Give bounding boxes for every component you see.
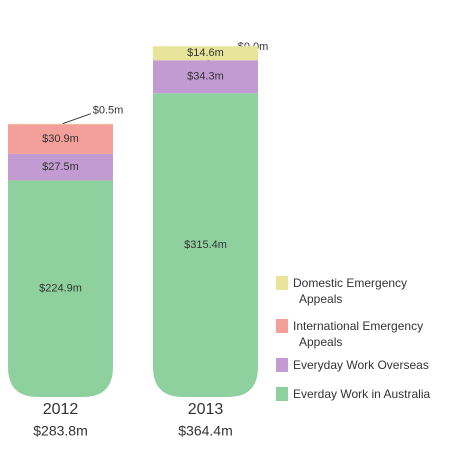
legend-swatch [276, 319, 288, 333]
value-label: $0.5m [93, 105, 124, 117]
legend-item: International Emergency Appeals [276, 318, 436, 350]
total-label: $283.8m [33, 423, 87, 439]
legend-label: Everyday Work Overseas [293, 358, 429, 372]
value-label: $30.9m [42, 133, 79, 145]
value-label: $14.6m [187, 47, 224, 59]
legend-label: International Emergency Appeals [293, 319, 424, 349]
legend-item: Domestic Emergency Appeals [276, 275, 436, 307]
total-label: $364.4m [178, 423, 232, 439]
legend-label: Everday Work in Australia [293, 387, 431, 401]
category-label: 2012 [43, 401, 79, 418]
bar-segment [8, 153, 113, 181]
bar-segment [8, 180, 113, 397]
bar-segment [8, 124, 113, 154]
bar-segment [153, 93, 258, 397]
bar-segment [153, 46, 258, 61]
legend-item: Everday Work in Australia [276, 386, 436, 402]
legend-label: Domestic Emergency Appeals [293, 276, 408, 306]
bar-segment [153, 60, 258, 94]
callout-line [62, 113, 91, 125]
value-label: $27.5m [42, 161, 79, 173]
value-label: $224.9m [39, 283, 82, 295]
legend-swatch [276, 387, 288, 401]
legend-swatch [276, 276, 288, 290]
legend-item: Everyday Work Overseas [276, 357, 436, 373]
value-label: $34.3m [187, 71, 224, 83]
legend-swatch [276, 358, 288, 372]
value-label: $315.4m [184, 239, 227, 251]
category-label: 2013 [188, 401, 224, 418]
